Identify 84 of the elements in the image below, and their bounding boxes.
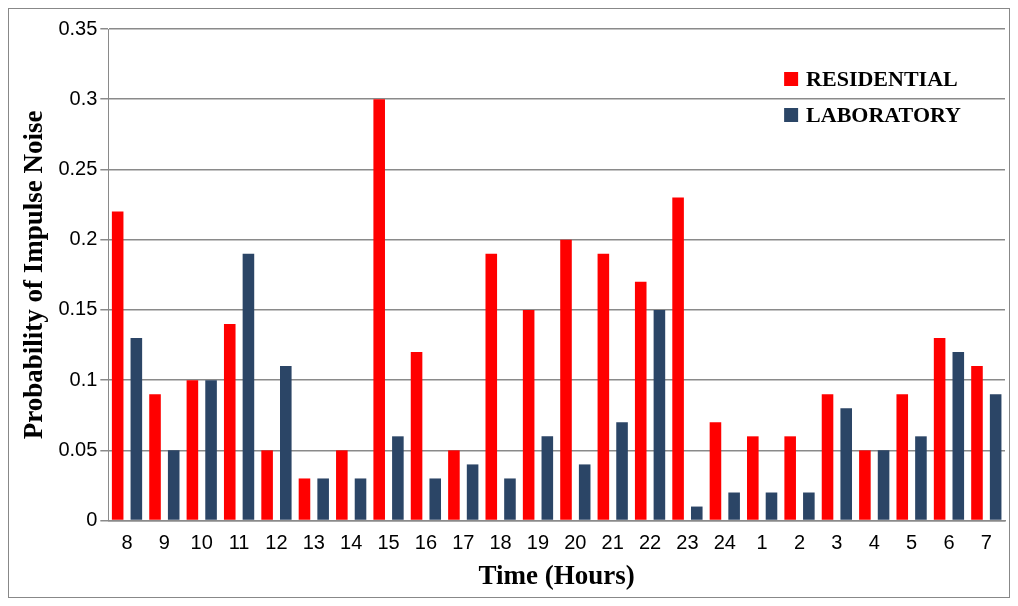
bar [205,380,217,520]
bar [690,506,703,520]
bar [317,478,329,520]
x-tick-label: 9 [158,531,170,554]
bar [728,492,740,520]
x-tick-label: 16 [414,531,438,554]
bar [859,450,871,520]
x-tick-label: 12 [265,531,288,554]
bar [653,309,666,520]
bar [354,478,367,520]
bar [410,352,423,520]
bar [336,450,348,520]
bar [896,394,909,520]
x-tick-label: 20 [564,531,587,554]
x-tick-label: 3 [831,531,843,554]
bar [915,436,927,520]
y-tick-label: 0.3 [69,86,98,109]
y-tick-label: 0.35 [58,16,98,39]
bar [560,239,572,520]
bar [747,436,759,520]
bar [803,492,815,520]
bar [223,323,236,520]
legend-label: LABORATORY [806,101,962,127]
bar [784,436,796,520]
bar [485,253,498,520]
bar [504,478,516,520]
x-axis-title: Time (Hours) [478,559,635,590]
x-tick-label: 23 [676,531,699,554]
bar [280,366,292,520]
legend-label: RESIDENTIAL [806,65,958,91]
bar [765,492,778,520]
x-tick-label: 17 [452,531,475,554]
bar [971,366,983,520]
bar [111,211,124,520]
x-tick-label: 4 [868,531,880,554]
y-tick-label: 0.25 [58,156,98,179]
x-tick-label: 21 [601,531,624,554]
bar [373,99,385,520]
bar [821,394,834,520]
bar [130,338,143,520]
bar [933,338,946,520]
x-tick-label: 10 [190,531,213,554]
x-tick-label: 22 [638,531,662,554]
bar [597,253,610,520]
bar [448,450,460,520]
x-tick-label: 24 [713,531,736,554]
y-tick-label: 0.2 [69,227,98,250]
bar [840,408,853,520]
x-tick-label: 15 [377,531,400,554]
y-axis-title: Probability of Impulse Noise [18,110,49,440]
x-tick-label: 5 [906,531,918,554]
x-tick-label: 2 [793,531,806,554]
x-tick-label: 18 [489,531,512,554]
bar [709,422,722,520]
y-tick-label: 0.15 [58,297,98,320]
y-tick-label: 0 [86,508,98,531]
bar [186,380,199,520]
bar [522,309,535,520]
bar [466,464,479,520]
bar [672,197,684,520]
bar [298,478,311,520]
bar [541,436,554,520]
x-tick-label: 11 [228,531,250,554]
bar [952,352,965,520]
bar [261,450,273,520]
x-tick-label: 19 [526,531,550,554]
bar [616,422,628,520]
bar [578,464,591,520]
bar [429,478,442,520]
bar [167,450,180,520]
x-tick-label: 14 [340,531,363,554]
y-tick-label: 0.05 [58,437,98,460]
x-tick-label: 13 [302,531,325,554]
x-tick-label: 1 [756,531,768,554]
bar [392,436,404,520]
y-tick-label: 0.1 [69,367,98,390]
bar [149,394,161,520]
bar [634,281,647,520]
bar [877,450,890,520]
x-tick-label: 6 [943,531,955,554]
bar [989,394,1002,520]
x-tick-label: 7 [980,531,992,554]
bar [242,253,255,520]
x-tick-label: 8 [121,531,133,554]
